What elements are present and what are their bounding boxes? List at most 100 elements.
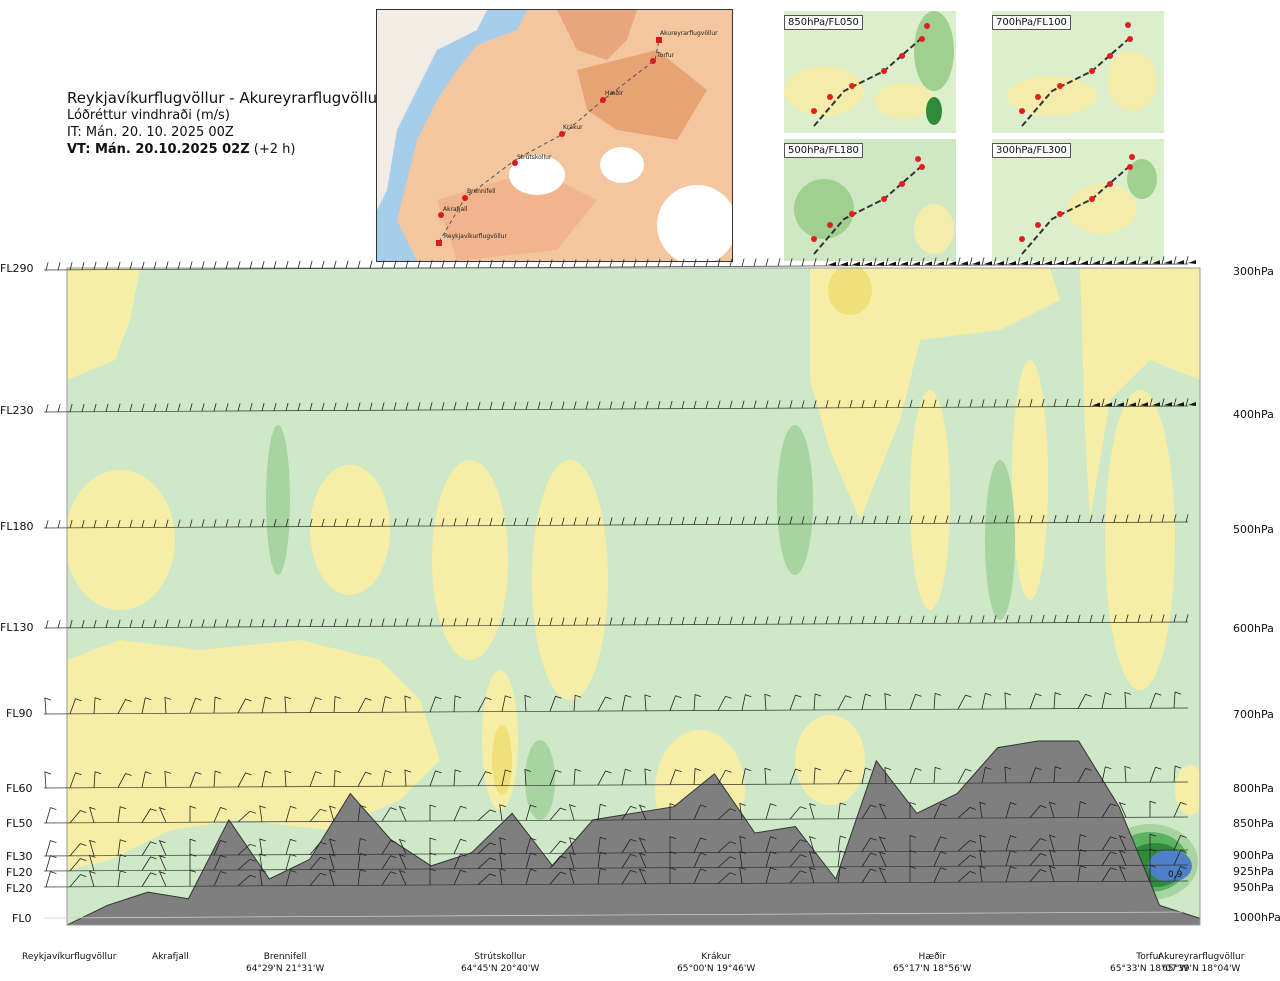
location-label: Strútskollur 64°45'N 20°40'W: [461, 951, 539, 975]
wind-barb: [837, 615, 841, 624]
wind-barb-pennant: [828, 261, 836, 266]
wind-barb: [1149, 614, 1153, 623]
wind-barb: [117, 261, 121, 270]
wind-barb: [213, 519, 217, 528]
wind-barb: [117, 619, 121, 628]
wind-barb: [909, 849, 917, 867]
wind-barb: [837, 257, 841, 266]
wind-barb: [1065, 256, 1069, 265]
wind-barb: [477, 857, 497, 869]
wind-barb: [357, 618, 361, 627]
wind-barb: [393, 618, 397, 627]
wind-barb: [861, 852, 877, 867]
wind-barb: [753, 258, 757, 267]
wind-barb: [549, 695, 562, 712]
wind-barb: [393, 260, 397, 269]
wind-barb: [321, 260, 325, 269]
wind-barb: [1149, 766, 1162, 783]
wind-barb: [537, 259, 541, 268]
wind-barb: [789, 258, 793, 267]
wind-barb: [621, 805, 637, 821]
wind-barb: [381, 618, 385, 627]
wind-barb: [633, 401, 637, 410]
wind-barb: [259, 853, 266, 870]
wind-barb: [1101, 514, 1105, 523]
wind-barb: [81, 619, 85, 628]
wind-barb: [333, 518, 337, 527]
wind-barb: [1041, 398, 1045, 407]
wind-barb: [1173, 765, 1182, 783]
wind-barb-pennant: [1140, 402, 1148, 407]
wind-barb: [93, 771, 102, 788]
wind-barb-pennant: [1092, 260, 1100, 265]
wind-barb: [465, 617, 469, 626]
wind-barb: [597, 259, 601, 268]
location-label: Hæðir 65°17'N 18°56'W: [893, 951, 971, 975]
hpa-label: 850hPa: [1233, 817, 1274, 830]
wind-barb: [1161, 256, 1165, 265]
wind-barb: [177, 261, 181, 270]
wind-barb: [764, 767, 772, 785]
wind-barb: [837, 515, 841, 524]
wind-barb: [357, 852, 367, 870]
wind-barb: [453, 805, 467, 821]
wind-barb: [693, 852, 707, 868]
wind-barb: [297, 260, 301, 269]
wind-barb: [189, 261, 193, 270]
wind-barb: [669, 400, 673, 409]
wind-barb: [1101, 256, 1105, 265]
wind-barb: [1049, 834, 1056, 851]
wind-barb: [1113, 398, 1117, 407]
wind-barb: [357, 837, 367, 855]
product-name: Lóðréttur vindhraði (m/s): [67, 108, 230, 123]
route-points: [436, 37, 662, 246]
wind-barb: [789, 516, 793, 525]
wind-barb: [1149, 692, 1162, 709]
wind-barb: [93, 519, 97, 528]
wind-barb: [525, 259, 529, 268]
wind-barb: [741, 516, 745, 525]
wind-barb: [969, 615, 973, 624]
wind-barb: [489, 401, 493, 410]
fl-label: FL290: [0, 262, 34, 275]
wind-barb: [69, 619, 73, 629]
wind-barb: [369, 402, 373, 411]
wind-barb: [369, 518, 373, 527]
wind-barb: [979, 834, 986, 852]
wind-barb: [309, 697, 322, 713]
wind-barb: [44, 697, 52, 715]
wind-barb-pennant: [1092, 402, 1100, 407]
wind-barb: [809, 835, 816, 853]
wind-barb-pennant: [936, 261, 944, 266]
location-coord: 65°17'N 18°56'W: [893, 964, 972, 974]
wind-barb: [189, 771, 202, 788]
wind-barb: [525, 852, 537, 869]
wind-barb: [693, 400, 697, 409]
wind-barb: [1017, 615, 1021, 624]
wind-barb: [765, 616, 769, 625]
map-label-strutskollur: Strútskollur: [517, 154, 552, 161]
wind-barb: [981, 515, 985, 524]
wind-barb: [957, 840, 977, 852]
wind-barb: [909, 515, 913, 524]
wind-barb: [693, 258, 697, 267]
wind-barb: [1161, 398, 1165, 407]
wind-barb: [1029, 805, 1047, 819]
wind-barb: [638, 804, 647, 820]
wind-barb-pennant: [996, 261, 1004, 266]
wind-barb-pennant: [1128, 260, 1136, 265]
wind-barb: [381, 855, 397, 870]
wind-barb: [453, 853, 467, 869]
wind-barb: [1005, 515, 1009, 524]
wind-barb: [237, 261, 241, 270]
updraft-area: [532, 460, 608, 700]
wind-barb: [405, 402, 409, 411]
wind-barb: [309, 808, 327, 822]
wind-barb: [717, 872, 737, 884]
wind-barb: [621, 617, 625, 626]
wind-barb: [285, 402, 289, 411]
wind-barb: [705, 258, 709, 267]
wind-barb: [861, 868, 877, 883]
wind-barb: [549, 517, 553, 526]
glacier-3: [657, 185, 732, 261]
